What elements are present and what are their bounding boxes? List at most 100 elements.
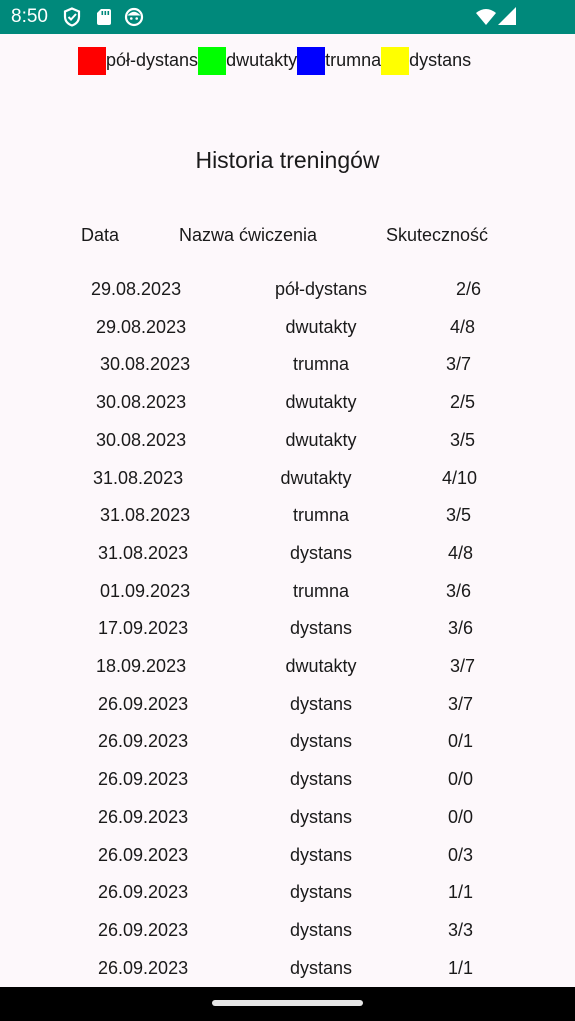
table-row: 26.09.2023 dystans 3/3 — [0, 911, 575, 949]
legend-item-dystans: dystans — [381, 46, 471, 75]
row-date: 26.09.2023 — [98, 769, 189, 790]
home-gesture-handle[interactable] — [212, 1000, 363, 1006]
page-title: Historia treningów — [195, 147, 380, 173]
table-row: 26.09.2023 dystans 1/1 — [0, 949, 575, 987]
row-effectiveness: 3/6 — [446, 580, 472, 601]
row-exercise: dystans — [289, 618, 353, 639]
table-row: 26.09.2023 dystans 3/7 — [0, 685, 575, 723]
row-exercise: dystans — [289, 542, 353, 563]
row-exercise: dystans — [289, 693, 353, 714]
row-exercise: trumna — [292, 354, 350, 375]
table-row: 31.08.2023 dwutakty 4/10 — [0, 459, 575, 497]
row-effectiveness: 3/5 — [450, 429, 476, 450]
status-time: 8:50 — [11, 6, 48, 27]
legend-swatch — [297, 46, 326, 75]
row-exercise: pół-dystans — [274, 279, 368, 299]
table-row: 26.09.2023 dystans 0/0 — [0, 760, 575, 798]
row-date: 26.09.2023 — [98, 731, 189, 752]
wifi-icon — [476, 9, 496, 25]
table-row: 26.09.2023 dystans 0/0 — [0, 798, 575, 836]
row-exercise: dwutakty — [285, 392, 357, 413]
row-date: 30.08.2023 — [96, 392, 187, 413]
table-row: 31.08.2023 dystans 4/8 — [0, 534, 575, 572]
row-effectiveness: 3/6 — [448, 618, 474, 639]
sim-card-icon — [97, 9, 111, 25]
row-exercise: dystans — [289, 769, 353, 790]
row-date: 30.08.2023 — [100, 354, 191, 375]
legend-swatch — [78, 46, 106, 75]
legend-label: trumna — [325, 50, 382, 70]
row-effectiveness: 2/6 — [456, 279, 482, 299]
column-header-exercise: Nazwa ćwiczenia — [179, 225, 318, 245]
navigation-bar — [0, 987, 575, 1021]
row-effectiveness: 3/7 — [446, 354, 472, 375]
row-date: 26.09.2023 — [98, 919, 189, 940]
row-exercise: dystans — [289, 957, 353, 978]
row-exercise: trumna — [292, 505, 350, 526]
row-exercise: dystans — [289, 919, 353, 940]
legend: pół-dystans dwutakty trumna dystans — [78, 46, 471, 75]
table-row: 30.08.2023 trumna 3/7 — [0, 345, 575, 383]
legend-item-trumna: trumna — [297, 46, 381, 75]
row-exercise: dwutakty — [285, 316, 357, 337]
row-date: 17.09.2023 — [98, 618, 189, 639]
status-bar: 8:50 — [0, 0, 575, 34]
row-exercise: dwutakty — [285, 656, 357, 676]
table-row: 17.09.2023 dystans 3/6 — [0, 609, 575, 647]
row-date: 31.08.2023 — [100, 505, 191, 526]
row-effectiveness: 1/1 — [448, 882, 474, 903]
row-date: 01.09.2023 — [100, 580, 191, 601]
row-exercise: dystans — [289, 882, 353, 903]
row-exercise: dystans — [289, 806, 353, 827]
row-effectiveness: 0/1 — [448, 731, 474, 752]
row-effectiveness: 1/1 — [448, 957, 474, 978]
row-effectiveness: 3/7 — [448, 693, 474, 714]
row-exercise: dwutakty — [285, 429, 357, 450]
row-date: 26.09.2023 — [98, 957, 189, 978]
row-date: 31.08.2023 — [93, 467, 184, 488]
row-effectiveness: 3/5 — [446, 505, 472, 526]
row-effectiveness: 0/0 — [448, 806, 474, 827]
row-effectiveness: 4/8 — [448, 542, 474, 563]
row-effectiveness: 4/10 — [442, 467, 478, 488]
table-row: 31.08.2023 trumna 3/5 — [0, 496, 575, 534]
column-header-date: Data — [81, 225, 120, 245]
row-date: 31.08.2023 — [98, 542, 189, 563]
legend-label: dystans — [409, 50, 472, 70]
row-effectiveness: 0/0 — [448, 769, 474, 790]
row-date: 26.09.2023 — [98, 844, 189, 865]
legend-swatch — [381, 46, 410, 75]
table-row: 29.08.2023 pół-dystans 2/6 — [0, 270, 575, 308]
legend-label: dwutakty — [226, 50, 298, 70]
row-effectiveness: 3/7 — [450, 656, 476, 676]
legend-label: pół-dystans — [106, 50, 199, 70]
row-date: 30.08.2023 — [96, 429, 187, 450]
table-row: 26.09.2023 dystans 0/3 — [0, 836, 575, 874]
table-row: 30.08.2023 dwutakty 3/5 — [0, 421, 575, 459]
row-date: 26.09.2023 — [98, 806, 189, 827]
row-date: 18.09.2023 — [96, 656, 187, 676]
row-exercise: dwutakty — [280, 467, 352, 488]
signal-icon — [498, 7, 516, 25]
legend-swatch — [198, 46, 227, 75]
table-row: 30.08.2023 dwutakty 2/5 — [0, 383, 575, 421]
row-effectiveness: 4/8 — [450, 316, 476, 337]
row-exercise: dystans — [289, 731, 353, 752]
row-date: 29.08.2023 — [96, 316, 187, 337]
row-effectiveness: 3/3 — [448, 919, 474, 940]
row-date: 26.09.2023 — [98, 693, 189, 714]
row-date: 26.09.2023 — [98, 882, 189, 903]
table-row: 26.09.2023 dystans 1/1 — [0, 873, 575, 911]
row-date: 29.08.2023 — [91, 279, 182, 299]
row-exercise: dystans — [289, 844, 353, 865]
row-effectiveness: 2/5 — [450, 392, 476, 413]
row-exercise: trumna — [292, 580, 350, 601]
table-row: 26.09.2023 dystans 0/1 — [0, 722, 575, 760]
shield-icon — [63, 7, 81, 27]
face-icon — [124, 7, 144, 27]
table-row: 29.08.2023 dwutakty 4/8 — [0, 308, 575, 346]
table-row: 01.09.2023 trumna 3/6 — [0, 572, 575, 610]
column-header-effectiveness: Skuteczność — [386, 225, 489, 245]
row-effectiveness: 0/3 — [448, 844, 474, 865]
legend-item-pol-dystans: pół-dystans — [78, 46, 198, 75]
